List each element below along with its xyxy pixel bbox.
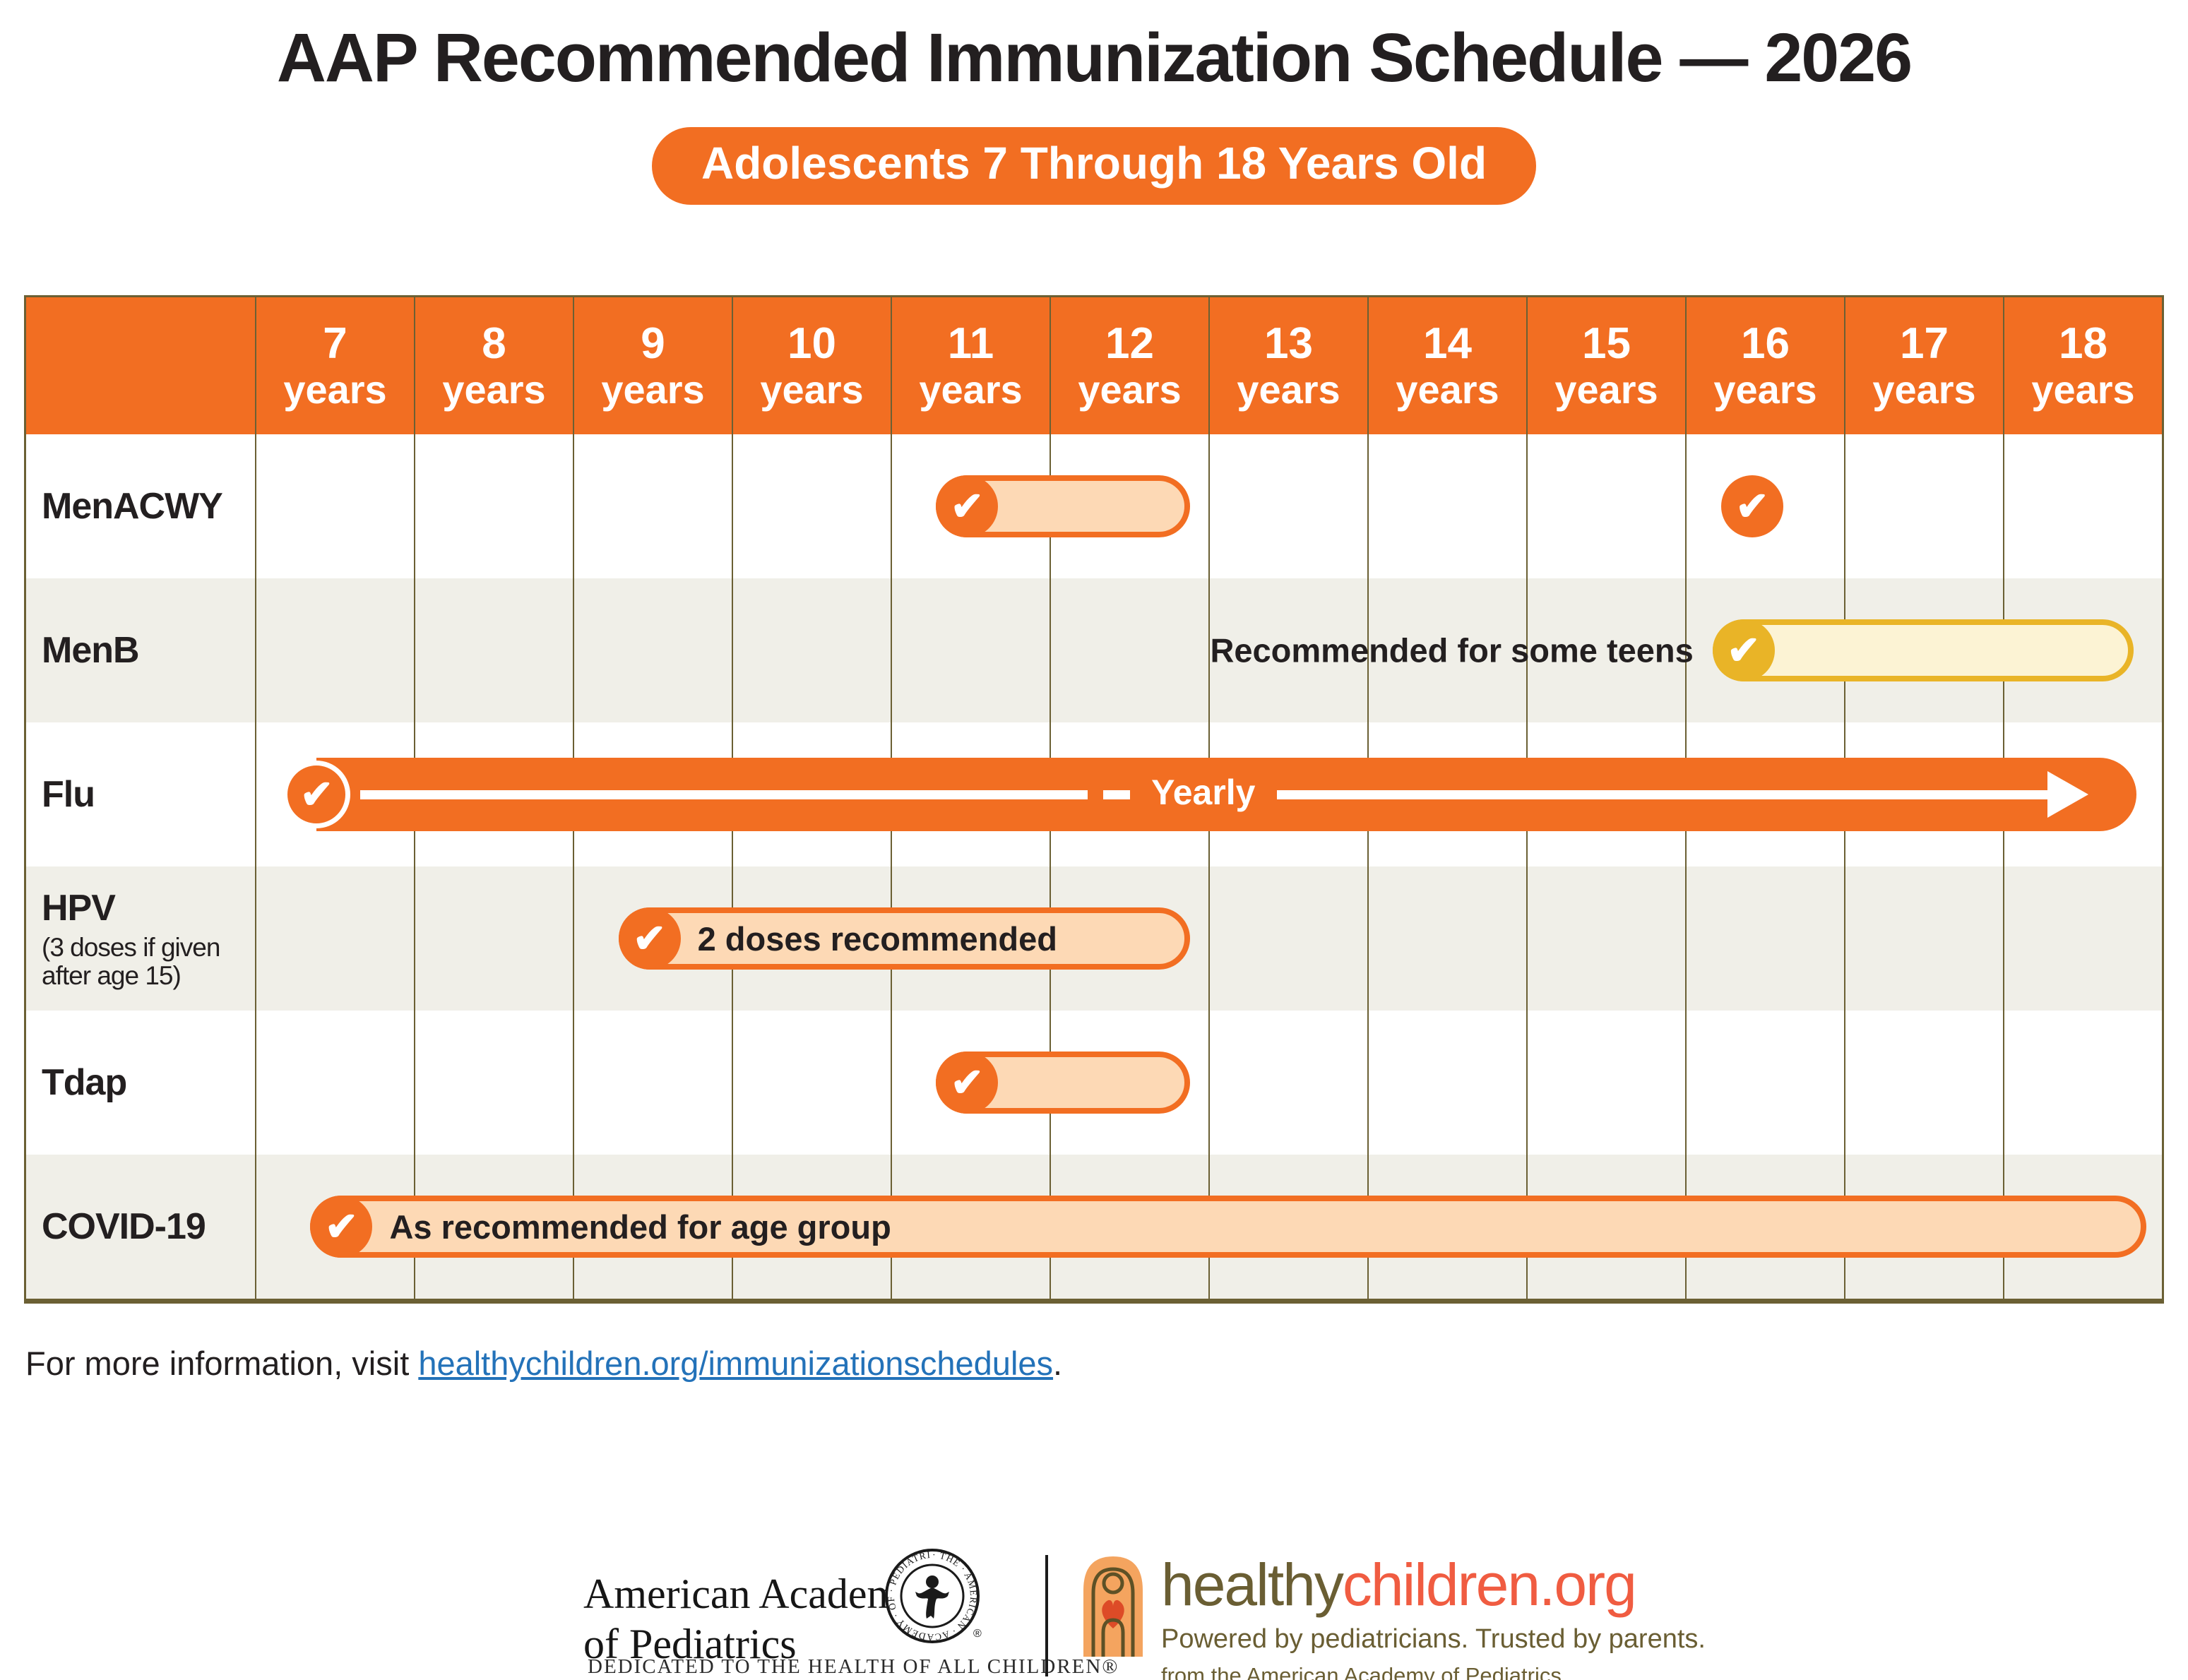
- header-cell-13-years: 13 years: [1210, 297, 1369, 434]
- header-cell-8-years: 8 years: [415, 297, 574, 434]
- immunization-schedule-table: 7 years 8 years 9 years 10 years 11 years 12 years 1…: [24, 295, 2164, 1304]
- table-body: MenACWY ✔ ✔ MenB Recommended for some teens ✔…: [26, 434, 2162, 1299]
- yearly-arrow-bar: ✔ Yearly: [283, 758, 2136, 831]
- subtitle-badge: Adolescents 7 Through 18 Years Old: [651, 127, 1537, 205]
- schedule-pill: ✔ 2 doses recommended: [618, 907, 1190, 970]
- schedule-pill: ✔: [936, 1052, 1190, 1114]
- header-cell-9-years: 9 years: [574, 297, 733, 434]
- check-icon: ✔: [1712, 619, 1775, 681]
- header-label-spacer: [26, 297, 256, 434]
- aap-logo-line1: American Academy: [583, 1571, 922, 1617]
- header-cell-11-years: 11 years: [892, 297, 1051, 434]
- subtitle-badge-wrap: Adolescents 7 Through 18 Years Old: [0, 127, 2188, 205]
- header-cell-17-years: 17 years: [1845, 297, 2004, 434]
- header-cell-10-years: 10 years: [733, 297, 892, 434]
- check-icon: ✔: [1720, 475, 1783, 537]
- healthychildren-tagline1: Powered by pediatricians. Trusted by par…: [1161, 1624, 1706, 1654]
- header-cell-14-years: 14 years: [1369, 297, 1528, 434]
- check-icon: ✔: [936, 475, 999, 537]
- header-cell-18-years: 18 years: [2031, 318, 2135, 412]
- header-cell-15-years: 15 years: [1528, 297, 1687, 434]
- footer-link[interactable]: healthychildren.org/immunizationschedule…: [418, 1345, 1054, 1382]
- grid-lines: [256, 434, 2162, 578]
- grid-lines: [256, 1011, 2162, 1155]
- row-label: HPV (3 doses if given after age 15): [26, 866, 256, 1011]
- table-row-covid-19: COVID-19 ✔ As recommended for age group: [26, 1155, 2162, 1299]
- row-label: COVID-19: [26, 1155, 256, 1299]
- table-row-menacwy: MenACWY ✔ ✔: [26, 434, 2162, 578]
- footer-suffix: .: [1053, 1345, 1063, 1382]
- row-note: Recommended for some teens: [1210, 631, 1694, 669]
- check-icon: ✔: [618, 907, 681, 970]
- aap-seal-icon: · THE · AMERICAN · ACADEMY · OF · PEDIAT…: [881, 1539, 987, 1655]
- pill-label: 2 doses recommended: [697, 919, 1057, 958]
- table-row-hpv: HPV (3 doses if given after age 15) ✔ 2 dos…: [26, 866, 2162, 1011]
- footer-text: For more information, visit: [25, 1345, 419, 1382]
- check-icon: ✔: [310, 1196, 373, 1258]
- table-row-tdap: Tdap ✔: [26, 1011, 2162, 1155]
- row-label: Flu: [26, 722, 256, 866]
- header-cell-12-years: 12 years: [1051, 297, 1210, 434]
- schedule-pill: ✔: [936, 475, 1190, 537]
- grid-lines: [256, 866, 2162, 1011]
- header-cell-16-years: 16 years: [1687, 297, 1845, 434]
- header-cell-7-years: 7 years: [256, 297, 415, 434]
- healthychildren-wordmark: healthychildren.org: [1161, 1555, 1706, 1614]
- healthychildren-tagline2: from the American Academy of Pediatrics: [1161, 1663, 1562, 1680]
- check-icon: ✔: [283, 761, 351, 828]
- pill-label: As recommended for age group: [389, 1208, 891, 1246]
- arrow-dash: [1103, 790, 1131, 799]
- arrow-line-head: [1276, 790, 2047, 799]
- schedule-pill: ✔: [1712, 619, 2134, 681]
- seal-registered: ®: [973, 1628, 982, 1640]
- row-label: MenB: [26, 578, 256, 722]
- logo-divider: [1045, 1555, 1048, 1676]
- table-row-flu: Flu ✔ Yearly: [26, 722, 2162, 866]
- arrow-line: [360, 790, 1088, 799]
- row-label: Tdap: [26, 1011, 256, 1155]
- healthychildren-icon: [1083, 1556, 1143, 1657]
- healthychildren-logo: healthychildren.org Powered by pediatric…: [1079, 1549, 1706, 1680]
- aap-logo-text: American Academy of Pediatrics: [583, 1569, 921, 1669]
- aap-tagline: DEDICATED TO THE HEALTH OF ALL CHILDREN®: [588, 1655, 1119, 1678]
- schedule-pill: ✔ As recommended for age group: [310, 1196, 2146, 1258]
- row-label: MenACWY: [26, 434, 256, 578]
- footer-info: For more information, visit healthychild…: [25, 1344, 1062, 1383]
- healthychildren-word1: healthy: [1161, 1551, 1344, 1618]
- table-header-row: 7 years 8 years 9 years 10 years 11 years 12 years 1…: [26, 297, 2162, 434]
- healthychildren-word2: children.org: [1342, 1551, 1637, 1618]
- table-row-menb: MenB Recommended for some teens ✔: [26, 578, 2162, 722]
- page-title: AAP Recommended Immunization Schedule — …: [276, 19, 1913, 96]
- check-icon: ✔: [936, 1052, 999, 1114]
- arrow-label: Yearly: [1151, 773, 1256, 812]
- aap-logo-line2: of Pediatrics: [583, 1620, 797, 1667]
